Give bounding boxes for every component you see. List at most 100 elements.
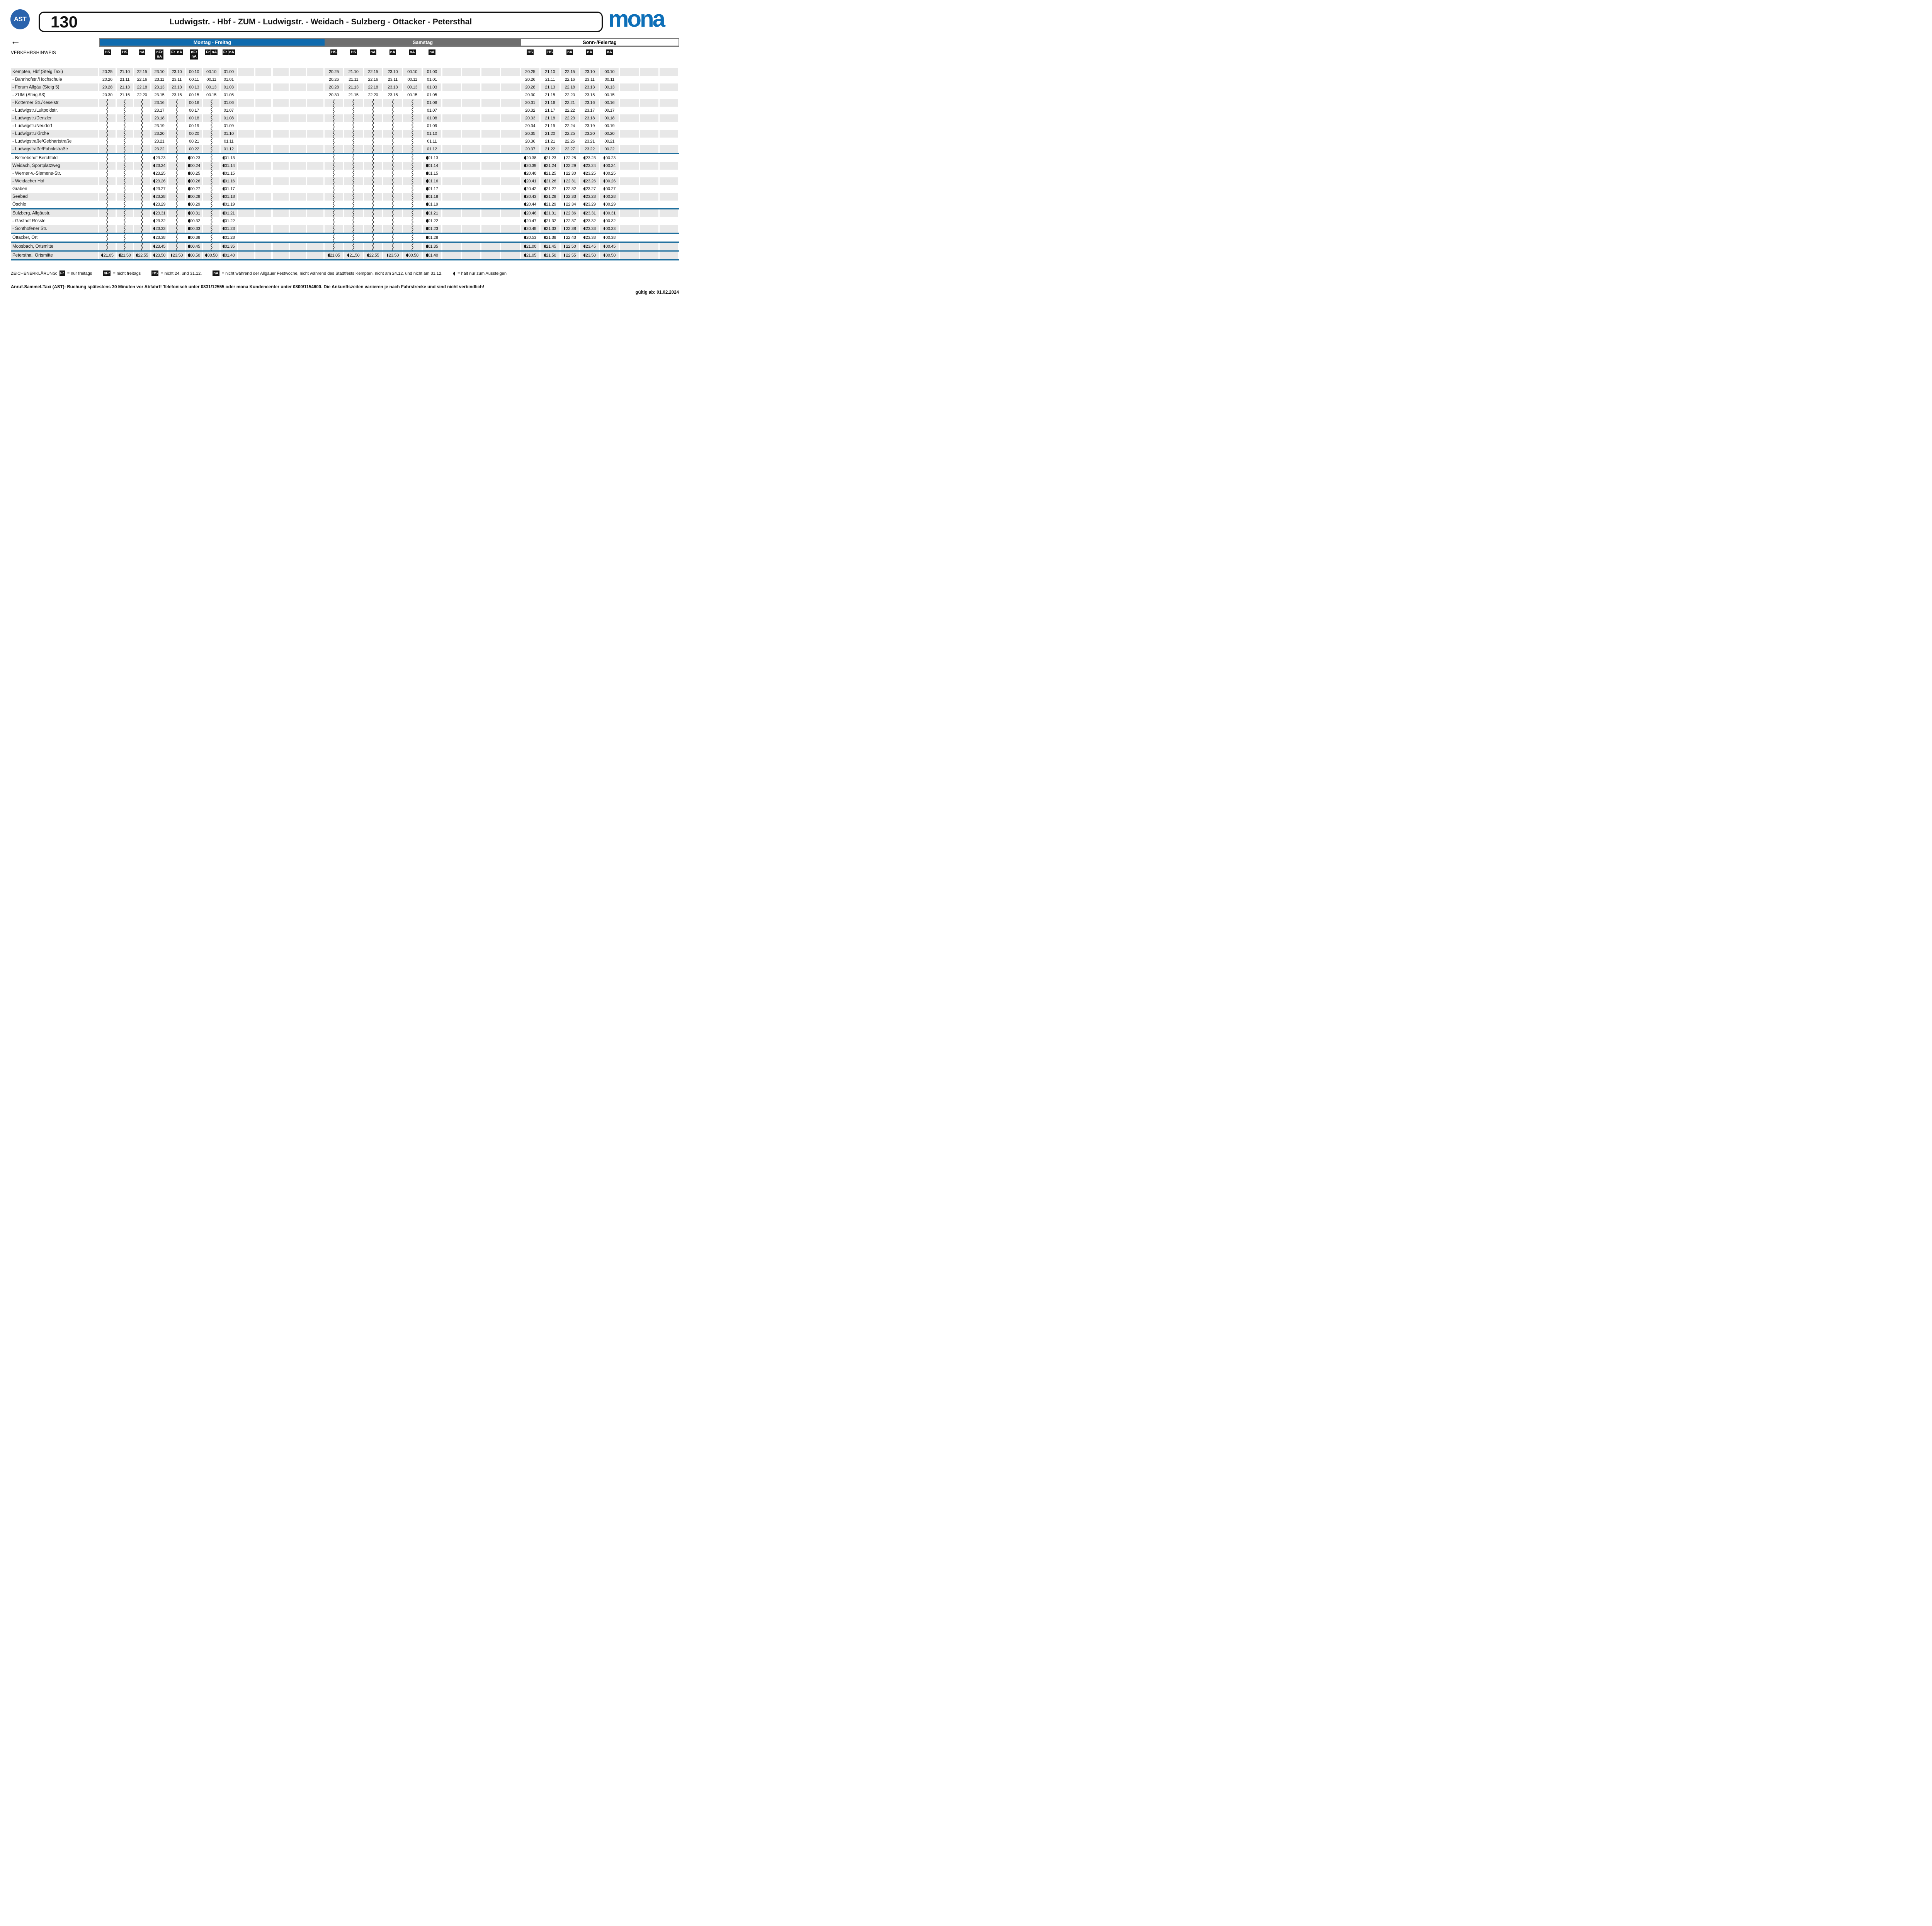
alight-only-icon bbox=[524, 226, 526, 230]
empty-cell bbox=[462, 138, 481, 145]
time-cell: 21.05 bbox=[521, 252, 540, 259]
skip-squiggle bbox=[383, 209, 402, 217]
empty-cell bbox=[501, 68, 520, 76]
table-row: - Ludwigstr./Luitpoldstr. 23.17 00.17 01.07… bbox=[0, 107, 682, 114]
empty-cell bbox=[620, 234, 639, 242]
empty-cell bbox=[238, 225, 254, 233]
empty-cell bbox=[442, 68, 461, 76]
alight-only-icon bbox=[563, 156, 566, 160]
time-cell: 21.50 bbox=[541, 252, 560, 259]
empty-cell bbox=[307, 177, 324, 185]
alight-only-icon bbox=[583, 235, 585, 239]
empty-cell bbox=[255, 243, 272, 250]
empty-cell bbox=[481, 243, 500, 250]
time-cell: 00.16 bbox=[600, 99, 619, 107]
skip-squiggle bbox=[168, 145, 185, 153]
stop-name: - Ludwigstr./Denzler bbox=[11, 114, 98, 122]
alight-only-icon bbox=[583, 253, 585, 257]
skip-squiggle bbox=[203, 193, 219, 201]
empty-cell bbox=[481, 209, 500, 217]
alight-only-icon bbox=[426, 235, 428, 239]
time-cell: 00.29 bbox=[600, 201, 619, 208]
time-cell: 01.13 bbox=[423, 154, 441, 162]
route-number: 130 bbox=[51, 13, 78, 31]
empty-cell bbox=[501, 162, 520, 170]
time-cell: 21.25 bbox=[541, 170, 559, 177]
skip-squiggle bbox=[383, 234, 402, 242]
time-cell: 01.05 bbox=[223, 93, 234, 97]
alight-only-icon bbox=[188, 194, 190, 198]
skip-squiggle bbox=[403, 177, 422, 185]
time-cell: 20.46 bbox=[521, 209, 540, 217]
empty-cell bbox=[307, 234, 323, 242]
time-cell: 22.31 bbox=[560, 177, 579, 185]
alight-only-icon bbox=[153, 187, 155, 191]
table-row: Petersthal, Ortsmitte 21.05 21.50 22.55 23.5… bbox=[0, 252, 682, 259]
alight-only-icon bbox=[603, 226, 605, 230]
time-cell: 00.28 bbox=[186, 193, 202, 201]
alight-only-icon bbox=[223, 202, 224, 206]
table-row: - Ludwigstr./Kirche 23.20 00.20 01.10 01.10 2… bbox=[0, 130, 682, 138]
alight-only-icon bbox=[223, 226, 224, 230]
skip-squiggle bbox=[383, 99, 402, 107]
alight-only-icon bbox=[153, 219, 155, 223]
skip-squiggle bbox=[344, 209, 363, 217]
time-cell: 23.18 bbox=[151, 114, 168, 122]
empty-cell bbox=[660, 201, 678, 208]
time-cell: 01.18 bbox=[423, 193, 441, 201]
time-cell: 22.29 bbox=[560, 162, 579, 170]
empty-cell bbox=[620, 177, 639, 185]
time-cell: 01.00 bbox=[220, 68, 237, 76]
time-cell: 23.11 bbox=[154, 77, 165, 82]
time-cell: 00.15 bbox=[189, 93, 199, 97]
empty-cell bbox=[640, 76, 658, 83]
stop-name: - Werner-v.-Siemens-Str. bbox=[12, 171, 61, 176]
skip-squiggle bbox=[383, 162, 402, 170]
skip-squiggle bbox=[99, 114, 116, 122]
empty-cell bbox=[307, 225, 324, 233]
column-tag: nA bbox=[429, 49, 435, 55]
time-cell: 23.26 bbox=[580, 177, 599, 185]
time-cell: 22.24 bbox=[565, 124, 575, 128]
time-cell: 23.32 bbox=[151, 217, 168, 225]
time-cell: 21.31 bbox=[541, 209, 560, 217]
column-tag: nA bbox=[369, 49, 377, 55]
skip-squiggle bbox=[344, 185, 363, 193]
time-cell: 01.06 bbox=[423, 99, 441, 107]
empty-cell bbox=[255, 193, 272, 201]
empty-cell bbox=[620, 193, 639, 201]
time-cell: 00.50 bbox=[403, 252, 422, 259]
time-cell: 22.37 bbox=[561, 217, 579, 225]
alight-only-icon bbox=[524, 219, 526, 223]
skip-squiggle bbox=[364, 217, 383, 225]
column-tag: nFr nA bbox=[155, 49, 163, 60]
empty-cell bbox=[442, 122, 461, 130]
empty-cell bbox=[255, 177, 272, 185]
alight-only-icon bbox=[426, 194, 428, 198]
alight-only-icon bbox=[603, 156, 605, 160]
legend-text-hs: = nicht 24. und 31.12. bbox=[161, 271, 202, 276]
alight-only-icon bbox=[153, 202, 155, 206]
skip-squiggle bbox=[168, 193, 185, 201]
empty-cell bbox=[273, 234, 289, 242]
time-cell: 23.13 bbox=[383, 83, 402, 91]
skip-squiggle bbox=[116, 130, 133, 138]
table-row: Moosbach, Ortsmitte 23.45 00.45 01.35 01.35 2… bbox=[0, 243, 682, 250]
alight-only-icon bbox=[153, 156, 155, 160]
skip-squiggle bbox=[117, 185, 133, 193]
empty-cell bbox=[501, 243, 520, 250]
skip-squiggle bbox=[325, 154, 343, 162]
time-cell: 22.26 bbox=[565, 139, 575, 144]
time-cell: 21.28 bbox=[541, 193, 560, 201]
empty-cell bbox=[639, 68, 659, 76]
skip-squiggle bbox=[99, 177, 116, 185]
empty-cell bbox=[238, 138, 254, 145]
alight-only-icon bbox=[524, 211, 526, 215]
alight-only-icon bbox=[101, 253, 103, 257]
skip-squiggle bbox=[383, 170, 402, 177]
time-cell: 20.34 bbox=[525, 124, 536, 128]
skip-squiggle bbox=[403, 138, 422, 145]
time-cell: 22.43 bbox=[561, 234, 579, 242]
time-cell: 23.15 bbox=[172, 93, 182, 97]
empty-cell bbox=[442, 130, 461, 138]
